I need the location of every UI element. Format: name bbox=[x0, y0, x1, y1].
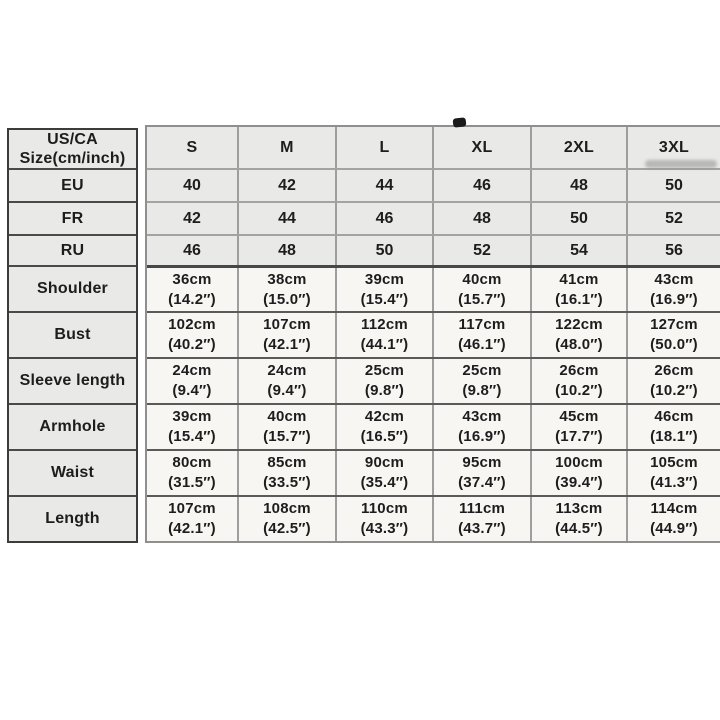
measurement-cell: 117cm (46.1″) bbox=[432, 313, 530, 357]
column-header-m: M bbox=[237, 127, 335, 168]
measurement-cell: 43cm (16.9″) bbox=[626, 268, 720, 311]
table-row-waist: 80cm (31.5″) 85cm (33.5″) 90cm (35.4″) 95cm… bbox=[147, 449, 720, 495]
fr-cell: 48 bbox=[432, 203, 530, 234]
row-label-eu: EU bbox=[9, 168, 136, 201]
measurement-cell: 102cm (40.2″) bbox=[168, 316, 216, 353]
table-row-length: 107cm (42.1″) 108cm (42.5″) 110cm (43.3″) 1… bbox=[147, 495, 720, 541]
measurement-cell: 40cm (15.7″) bbox=[237, 405, 335, 449]
row-label-armhole: Armhole bbox=[9, 403, 136, 449]
fr-cell: 50 bbox=[530, 203, 626, 234]
table-row-bust: 102cm (40.2″) 107cm (42.1″) 112cm (44.1″) 1… bbox=[147, 311, 720, 357]
measurement-cell: 127cm (50.0″) bbox=[626, 313, 720, 357]
fr-cell: 52 bbox=[626, 203, 720, 234]
table-row-eu: 40 42 44 46 48 50 bbox=[147, 168, 720, 201]
column-header-l: L bbox=[335, 127, 432, 168]
scan-artifact-mark bbox=[452, 117, 467, 128]
measurement-cell: 85cm (33.5″) bbox=[237, 451, 335, 495]
measurement-cell: 80cm (31.5″) bbox=[168, 454, 216, 491]
eu-cell: 40 bbox=[147, 170, 237, 201]
corner-header-line2: Size(cm/inch) bbox=[19, 150, 126, 167]
table-row-shoulder: 36cm (14.2″) 38cm (15.0″) 39cm (15.4″) 40cm… bbox=[147, 265, 720, 311]
ru-cell: 54 bbox=[530, 236, 626, 265]
ru-cell: 48 bbox=[237, 236, 335, 265]
measurement-cell: 100cm (39.4″) bbox=[530, 451, 626, 495]
measurement-cell: 26cm (10.2″) bbox=[530, 359, 626, 403]
column-header-s: S bbox=[147, 127, 237, 168]
measurement-cell: 45cm (17.7″) bbox=[530, 405, 626, 449]
eu-cell: 42 bbox=[237, 170, 335, 201]
measurement-cell: 26cm (10.2″) bbox=[626, 359, 720, 403]
eu-cell: 46 bbox=[432, 170, 530, 201]
row-label-length: Length bbox=[9, 495, 136, 541]
corner-header-line1: US/CA bbox=[47, 131, 98, 148]
row-label-bust: Bust bbox=[9, 311, 136, 357]
ru-cell: 50 bbox=[335, 236, 432, 265]
fr-cell: 44 bbox=[237, 203, 335, 234]
size-header-row: S M L XL 2XL 3XL bbox=[147, 127, 720, 168]
measurement-cell: 36cm (14.2″) bbox=[168, 270, 216, 308]
row-label-waist: Waist bbox=[9, 449, 136, 495]
measurement-cell: 107cm (42.1″) bbox=[237, 313, 335, 357]
measurement-cell: 111cm (43.7″) bbox=[432, 497, 530, 541]
size-chart-label-column: US/CA Size(cm/inch) EU FR RU Shoulder Bu… bbox=[7, 128, 138, 543]
measurement-cell: 41cm (16.1″) bbox=[530, 268, 626, 311]
measurement-cell: 108cm (42.5″) bbox=[237, 497, 335, 541]
eu-cell: 50 bbox=[626, 170, 720, 201]
measurement-cell: 38cm (15.0″) bbox=[237, 268, 335, 311]
column-header-2xl: 2XL bbox=[530, 127, 626, 168]
measurement-cell: 25cm (9.8″) bbox=[432, 359, 530, 403]
measurement-cell: 46cm (18.1″) bbox=[626, 405, 720, 449]
measurement-cell: 113cm (44.5″) bbox=[530, 497, 626, 541]
scan-artifact-smudge bbox=[645, 160, 717, 168]
table-row-fr: 42 44 46 48 50 52 bbox=[147, 201, 720, 234]
measurement-cell: 107cm (42.1″) bbox=[168, 500, 216, 537]
row-label-sleeve-length: Sleeve length bbox=[9, 357, 136, 403]
measurement-cell: 95cm (37.4″) bbox=[432, 451, 530, 495]
row-label-shoulder: Shoulder bbox=[9, 265, 136, 311]
size-chart-table: S M L XL 2XL 3XL 40 42 44 46 48 50 42 44… bbox=[145, 125, 720, 543]
ru-cell: 46 bbox=[147, 236, 237, 265]
measurement-cell: 122cm (48.0″) bbox=[530, 313, 626, 357]
measurement-cell: 105cm (41.3″) bbox=[626, 451, 720, 495]
ru-cell: 52 bbox=[432, 236, 530, 265]
measurement-cell: 110cm (43.3″) bbox=[335, 497, 432, 541]
measurement-cell: 39cm (15.4″) bbox=[168, 408, 216, 445]
corner-header: US/CA Size(cm/inch) bbox=[9, 130, 136, 168]
fr-cell: 42 bbox=[147, 203, 237, 234]
measurement-cell: 42cm (16.5″) bbox=[335, 405, 432, 449]
measurement-cell: 40cm (15.7″) bbox=[432, 268, 530, 311]
measurement-cell: 24cm (9.4″) bbox=[237, 359, 335, 403]
measurement-cell: 24cm (9.4″) bbox=[172, 362, 212, 399]
row-label-ru: RU bbox=[9, 234, 136, 265]
ru-cell: 56 bbox=[626, 236, 720, 265]
measurement-cell: 112cm (44.1″) bbox=[335, 313, 432, 357]
measurement-cell: 25cm (9.8″) bbox=[335, 359, 432, 403]
fr-cell: 46 bbox=[335, 203, 432, 234]
table-row-armhole: 39cm (15.4″) 40cm (15.7″) 42cm (16.5″) 43cm… bbox=[147, 403, 720, 449]
row-label-fr: FR bbox=[9, 201, 136, 234]
measurement-cell: 114cm (44.9″) bbox=[626, 497, 720, 541]
eu-cell: 44 bbox=[335, 170, 432, 201]
measurement-cell: 43cm (16.9″) bbox=[432, 405, 530, 449]
measurement-cell: 90cm (35.4″) bbox=[335, 451, 432, 495]
measurement-cell: 39cm (15.4″) bbox=[335, 268, 432, 311]
table-row-ru: 46 48 50 52 54 56 bbox=[147, 234, 720, 265]
table-row-sleeve-length: 24cm (9.4″) 24cm (9.4″) 25cm (9.8″) 25cm (9.… bbox=[147, 357, 720, 403]
eu-cell: 48 bbox=[530, 170, 626, 201]
column-header-xl: XL bbox=[432, 127, 530, 168]
